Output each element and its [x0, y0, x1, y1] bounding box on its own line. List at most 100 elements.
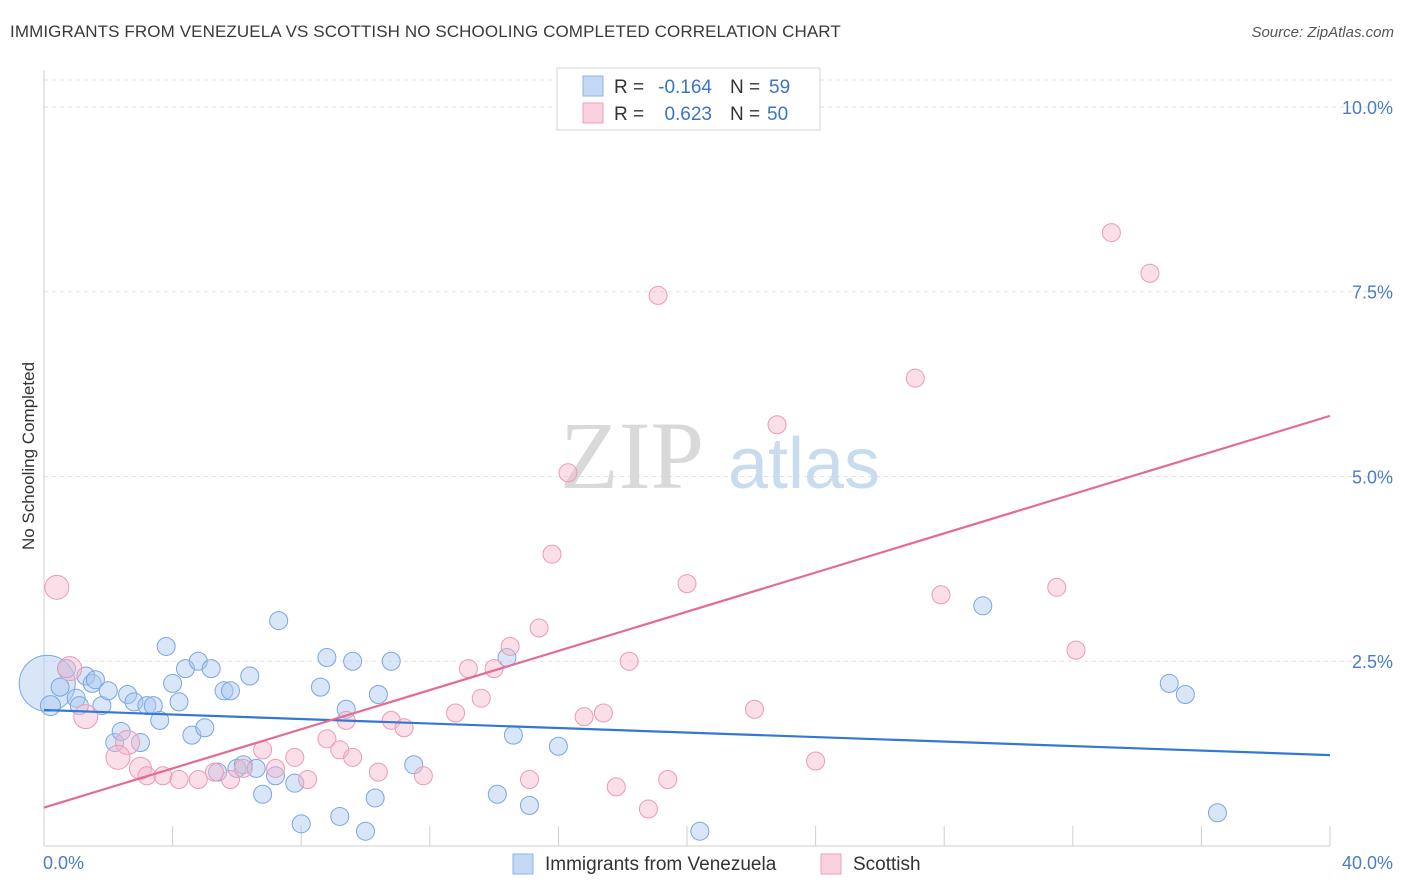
grid — [44, 79, 1392, 662]
axes — [43, 70, 1331, 847]
scottish-point — [1140, 263, 1160, 283]
scottish-point — [677, 574, 697, 594]
scottish-trend-line — [43, 414, 1331, 809]
venezuela-point — [169, 692, 189, 712]
venezuela-point — [82, 673, 102, 693]
trend-lines — [43, 414, 1331, 809]
venezuela-point — [1175, 684, 1195, 704]
legend-swatch-venezuela — [512, 853, 534, 875]
venezuela-point — [85, 670, 105, 690]
scottish-point — [343, 747, 363, 767]
venezuela-point — [365, 788, 385, 808]
venezuela-point — [487, 784, 507, 804]
n-value: 50 — [767, 104, 788, 125]
venezuela-point — [50, 677, 70, 697]
tick-labels: 2.5% 5.0% 7.5% 10.0% 0.0% 40.0% — [43, 98, 1393, 873]
scottish-point — [446, 703, 466, 723]
y-tick-label: 10.0% — [1342, 98, 1393, 118]
scottish-point — [648, 285, 668, 305]
scottish-point — [285, 747, 305, 767]
scottish-point — [1066, 640, 1086, 660]
venezuela-point — [1207, 803, 1227, 823]
y-tick-label: 7.5% — [1352, 283, 1393, 303]
venezuela-point — [195, 718, 215, 738]
scottish-point — [529, 618, 549, 638]
scottish-point — [931, 585, 951, 605]
scottish-point — [638, 799, 658, 819]
venezuela-point — [201, 659, 221, 679]
venezuela-point — [343, 651, 363, 671]
scottish-point — [153, 766, 173, 786]
scottish-point — [574, 707, 594, 727]
scottish-point — [44, 574, 70, 600]
scottish-point — [57, 656, 83, 682]
scottish-point — [519, 769, 539, 789]
r-label: R = — [614, 77, 644, 98]
venezuela-point — [214, 681, 234, 701]
scottish-point — [542, 544, 562, 564]
venezuela-point — [156, 636, 176, 656]
scottish-point — [169, 769, 189, 789]
data-points — [18, 223, 1227, 841]
venezuela-point — [98, 681, 118, 701]
watermark-zip: ZIP — [560, 402, 704, 509]
scottish-point — [606, 777, 626, 797]
venezuela-point — [310, 677, 330, 697]
venezuela-point — [105, 733, 125, 753]
venezuela-point — [269, 611, 289, 631]
scottish-point — [73, 704, 99, 730]
legend-swatch-scottish — [820, 853, 842, 875]
scottish-point — [619, 651, 639, 671]
venezuela-point — [548, 736, 568, 756]
venezuela-point — [130, 733, 150, 753]
scottish-point — [745, 699, 765, 719]
scottish-point — [204, 762, 224, 782]
venezuela-point — [163, 673, 183, 693]
venezuela-point — [118, 684, 138, 704]
venezuela-point — [503, 725, 523, 745]
scottish-point — [265, 758, 285, 778]
scottish-point — [1101, 223, 1121, 243]
stats-row-blue: R = -0.164 N = 59 — [582, 75, 790, 98]
venezuela-point — [150, 710, 170, 730]
r-label: R = — [614, 104, 644, 125]
scottish-point — [658, 769, 678, 789]
venezuela-point — [404, 755, 424, 775]
legend-label-venezuela: Immigrants from Venezuela — [545, 854, 777, 875]
source-label: Source: ZipAtlas.com — [1251, 24, 1394, 41]
venezuela-point — [111, 721, 131, 741]
venezuela-trend-line — [43, 708, 1331, 757]
bottom-legend: Immigrants from Venezuela Scottish — [512, 853, 921, 875]
venezuela-point — [1159, 673, 1179, 693]
scottish-point — [413, 766, 433, 786]
stats-row-pink: R = 0.623 N = 50 — [582, 102, 788, 125]
venezuela-point — [519, 795, 539, 815]
blue-swatch — [582, 75, 604, 97]
scottish-point — [593, 703, 613, 723]
r-value: -0.164 — [658, 77, 712, 98]
y-tick-label: 2.5% — [1352, 652, 1393, 672]
venezuela-point — [227, 758, 247, 778]
scottish-point — [298, 769, 318, 789]
x-tick-label: 40.0% — [1342, 853, 1393, 873]
venezuela-point — [368, 684, 388, 704]
chart-title: IMMIGRANTS FROM VENEZUELA VS SCOTTISH NO… — [10, 22, 841, 41]
venezuela-point — [265, 766, 285, 786]
venezuela-point — [291, 814, 311, 834]
watermark-atlas: atlas — [728, 424, 880, 504]
scottish-point — [458, 659, 478, 679]
scottish-point — [500, 636, 520, 656]
n-value: 59 — [769, 77, 790, 98]
x-tick-label: 0.0% — [43, 853, 84, 873]
venezuela-point — [240, 666, 260, 686]
venezuela-point — [285, 773, 305, 793]
scottish-point — [105, 744, 131, 770]
scottish-point — [115, 730, 141, 756]
venezuela-point — [18, 654, 76, 712]
scottish-point — [233, 758, 253, 778]
venezuela-point — [690, 821, 710, 841]
scottish-point — [188, 769, 208, 789]
pink-swatch — [582, 102, 604, 124]
scottish-point — [368, 762, 388, 782]
